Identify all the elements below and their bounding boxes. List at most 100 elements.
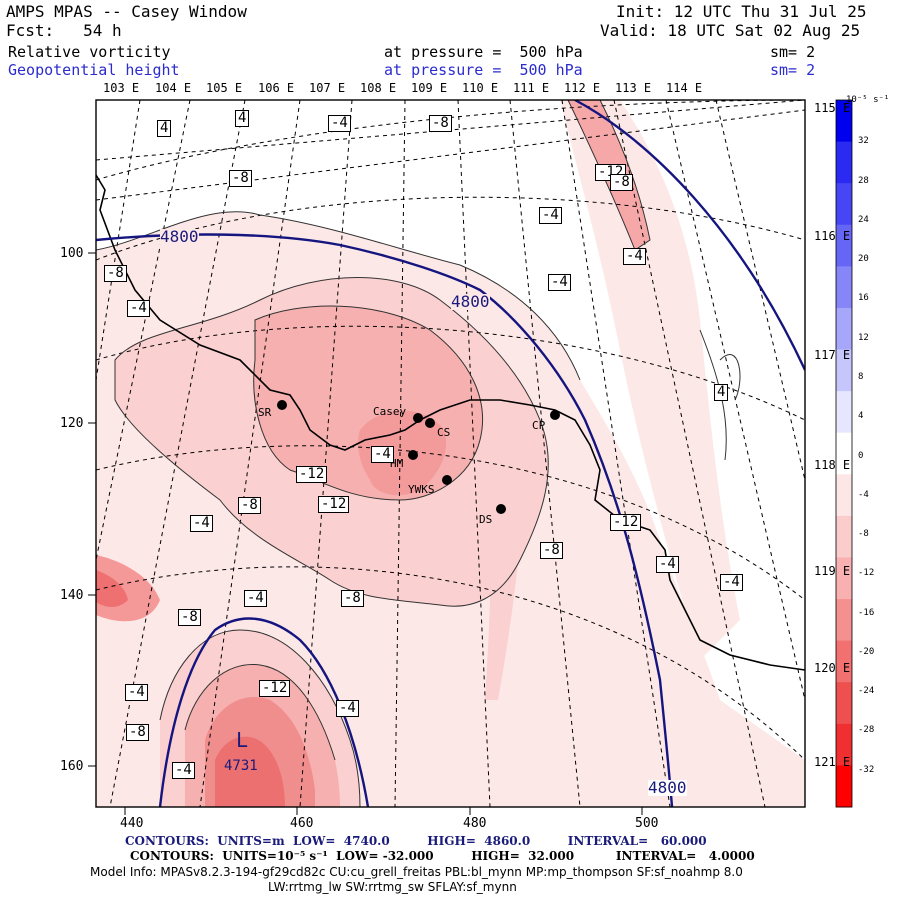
station-label-ds: DS: [479, 513, 493, 526]
vorticity-contour-label: -4: [190, 515, 213, 532]
station-label-cp: CP: [532, 419, 546, 432]
vorticity-contour-label: -4: [125, 684, 148, 701]
lon-label-top: 111 E: [513, 81, 550, 95]
vorticity-contour-label: 4: [235, 110, 250, 127]
height-label-3: 4800: [648, 778, 687, 797]
vorticity-contour-label: -4: [371, 446, 394, 463]
height-label-2: 4800: [451, 292, 490, 311]
vorticity-contour-label: -4: [548, 274, 571, 291]
colorbar-tick-label: -32: [858, 764, 875, 775]
lon-label-right: 115 E: [814, 101, 851, 115]
colorbar-swatch: [836, 723, 852, 766]
colorbar-tick-label: 28: [858, 175, 869, 186]
x-tick-440: 440: [120, 816, 144, 831]
colorbar-swatch: [836, 557, 852, 600]
colorbar-tick-label: 4: [858, 411, 864, 422]
vorticity-contour-label: -4: [623, 248, 646, 265]
colorbar-swatch: [836, 141, 852, 184]
station-label-cs: CS: [437, 426, 451, 439]
colorbar-tick-label: -4: [858, 489, 869, 500]
vorticity-contour-label: -4: [720, 574, 743, 591]
colorbar-swatch: [836, 266, 852, 309]
station-label-casey: Casey: [373, 405, 407, 418]
footer-model-info: Model Info: MPASv8.2.3-194-gf29cd82c CU:…: [90, 865, 743, 879]
colorbar-swatch: [836, 474, 852, 517]
colorbar-swatch: [836, 432, 852, 475]
low-value: 4731: [224, 758, 258, 774]
field1-smooth: sm= 2: [770, 43, 816, 61]
station-dot-cs: [425, 418, 435, 428]
vorticity-contour-label: -4: [328, 115, 351, 132]
lon-label-right: 119 E: [814, 564, 851, 578]
vorticity-contour-label: -8: [238, 497, 261, 514]
colorbar-tick-label: -24: [858, 686, 875, 697]
colorbar-frame: [835, 99, 853, 808]
footer-height-contours: CONTOURS: UNITS=m LOW= 4740.0 HIGH= 4860…: [125, 834, 707, 848]
colorbar-tick-label: -20: [858, 646, 875, 657]
colorbar-swatch: [836, 515, 852, 558]
colorbar-tick-label: -8: [858, 529, 869, 540]
colorbar-tick-label: 8: [858, 371, 864, 382]
station-dot-ywks: [442, 475, 452, 485]
station-dot-cp: [550, 410, 560, 420]
lon-label-top: 107 E: [309, 81, 346, 95]
colorbar-tick-label: 12: [858, 332, 869, 343]
vorticity-contour-label: -8: [429, 115, 452, 132]
field1-name: Relative vorticity: [8, 43, 171, 61]
vorticity-contour-label: -4: [244, 590, 267, 607]
vorticity-shading: [96, 100, 805, 807]
vorticity-contour-label: -12: [610, 514, 642, 531]
station-dot-casey: [413, 413, 423, 423]
vorticity-contour-label: 4: [157, 120, 172, 137]
vorticity-contour-label: -8: [126, 724, 149, 741]
init-time: Init: 12 UTC Thu 31 Jul 25: [616, 2, 867, 21]
coastline: [96, 174, 805, 671]
lon-label-top: 110 E: [462, 81, 499, 95]
vorticity-contour-label: -8: [610, 174, 633, 191]
y-tick-100: 100: [60, 246, 84, 261]
vorticity-contour-label: -8: [540, 542, 563, 559]
station-label-sr: SR: [258, 406, 272, 419]
lon-label-top: 103 E: [103, 81, 140, 95]
colorbar-swatch: [836, 682, 852, 725]
vorticity-contour-label: 4: [714, 384, 729, 401]
low-symbol: L: [236, 728, 249, 752]
colorbar-swatch: [836, 183, 852, 226]
footer-physics: LW:rrtmg_lw SW:rrtmg_sw SFLAY:sf_mynn: [268, 880, 517, 894]
colorbar-swatch: [836, 391, 852, 434]
colorbar-tick-label: 0: [858, 450, 864, 461]
colorbar-tick-label: 16: [858, 293, 869, 304]
vorticity-contour-label: -4: [539, 207, 562, 224]
station-dot-ds: [496, 504, 506, 514]
lon-label-top: 108 E: [360, 81, 397, 95]
station-dot-hm: [408, 450, 418, 460]
x-tick-480: 480: [463, 816, 487, 831]
colorbar-swatch: [836, 349, 852, 392]
lon-label-right: 117 E: [814, 348, 851, 362]
vorticity-contour-label: -12: [259, 680, 291, 697]
vorticity-contour-label: -8: [229, 170, 252, 187]
colorbar-tick-label: 24: [858, 214, 869, 225]
vorticity-contour-label: -12: [296, 466, 328, 483]
colorbar-tick-label: 20: [858, 254, 869, 265]
vorticity-contour-label: -8: [341, 590, 364, 607]
y-tick-160: 160: [60, 759, 84, 774]
vorticity-contour-label: -4: [656, 556, 679, 573]
vorticity-contour-label: -8: [104, 265, 127, 282]
colorbar-tick-label: -28: [858, 725, 875, 736]
colorbar: [835, 99, 853, 808]
lon-label-top: 109 E: [411, 81, 448, 95]
y-tick-120: 120: [60, 416, 84, 431]
vorticity-contour-label: -4: [172, 762, 195, 779]
x-tick-460: 460: [290, 816, 314, 831]
lon-label-right: 116 E: [814, 229, 851, 243]
vorticity-contour-label: -8: [178, 609, 201, 626]
colorbar-tick-label: -12: [858, 568, 875, 579]
colorbar-unit: 10⁻⁵ s⁻¹: [846, 95, 890, 105]
lon-label-top: 104 E: [155, 81, 192, 95]
colorbar-swatch: [836, 307, 852, 351]
station-dot-sr: [277, 400, 287, 410]
lon-label-right: 120 E: [814, 661, 851, 675]
colorbar-swatch: [836, 224, 852, 267]
